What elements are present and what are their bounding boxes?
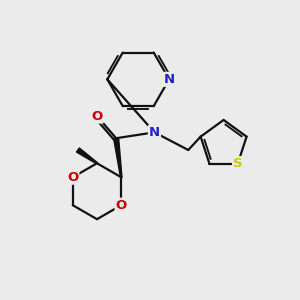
Polygon shape: [76, 148, 98, 164]
Text: O: O: [92, 110, 103, 123]
Text: O: O: [116, 199, 127, 212]
Text: O: O: [67, 171, 78, 184]
Polygon shape: [114, 138, 122, 177]
Text: S: S: [233, 157, 243, 170]
Text: N: N: [149, 126, 160, 139]
Text: N: N: [164, 73, 175, 86]
